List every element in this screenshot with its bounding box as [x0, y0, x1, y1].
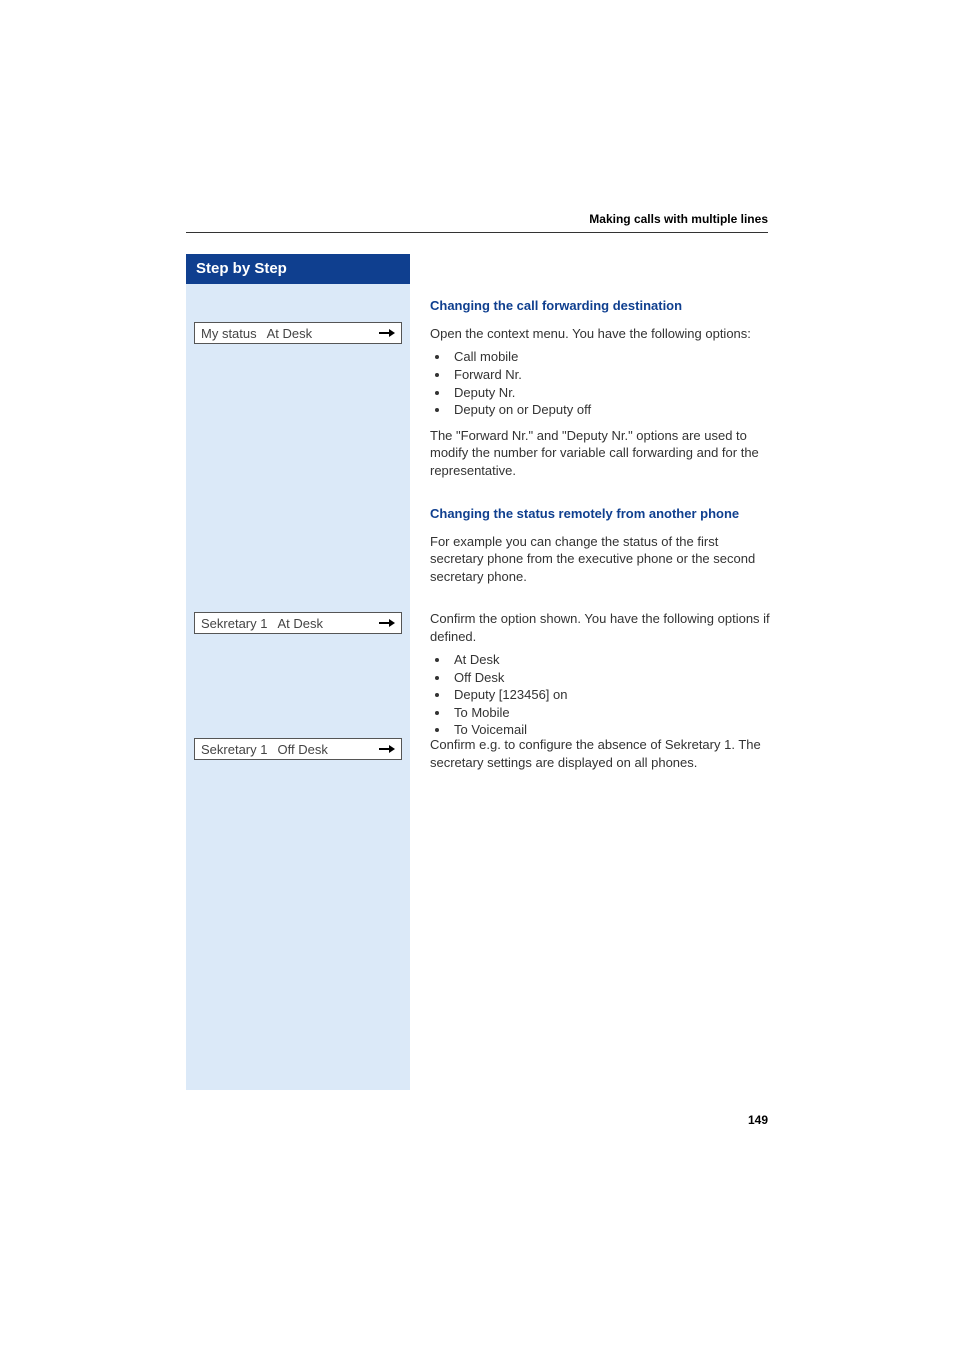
list-item: Off Desk: [450, 669, 770, 687]
phone-display-sekretary1-at-desk: Sekretary 1 At Desk: [194, 612, 402, 634]
list-item: To Mobile: [450, 704, 770, 722]
section-changing-status-remotely: Changing the status remotely from anothe…: [430, 506, 770, 592]
header-rule: [186, 232, 768, 233]
arrow-right-icon: [379, 616, 395, 630]
list-item: Deputy Nr.: [450, 384, 770, 402]
section-confirm-options: Confirm the option shown. You have the f…: [430, 610, 770, 747]
list-item: Deputy [123456] on: [450, 686, 770, 704]
display-value: At Desk: [257, 326, 379, 341]
arrow-right-icon: [379, 742, 395, 756]
display-value: Off Desk: [267, 742, 379, 757]
display-label: My status: [201, 326, 257, 341]
phone-display-sekretary1-off-desk: Sekretary 1 Off Desk: [194, 738, 402, 760]
list-item: At Desk: [450, 651, 770, 669]
sidebar-title: Step by Step: [186, 254, 410, 284]
section-changing-forwarding: Changing the call forwarding destination…: [430, 298, 770, 485]
phone-display-my-status: My status At Desk: [194, 322, 402, 344]
list-item: Call mobile: [450, 348, 770, 366]
options-list: Call mobile Forward Nr. Deputy Nr. Deput…: [430, 348, 770, 418]
display-label: Sekretary 1: [201, 616, 267, 631]
page-number: 149: [748, 1113, 768, 1127]
display-value: At Desk: [267, 616, 379, 631]
list-item: Forward Nr.: [450, 366, 770, 384]
body-text: Confirm the option shown. You have the f…: [430, 610, 770, 645]
display-label: Sekretary 1: [201, 742, 267, 757]
running-header: Making calls with multiple lines: [589, 212, 768, 226]
body-text: For example you can change the status of…: [430, 533, 770, 586]
arrow-right-icon: [379, 326, 395, 340]
section-heading: Changing the call forwarding destination: [430, 298, 770, 315]
body-text: Open the context menu. You have the foll…: [430, 325, 770, 343]
page: Making calls with multiple lines Step by…: [0, 0, 954, 1351]
section-confirm-absence: Confirm e.g. to configure the absence of…: [430, 736, 770, 777]
body-text: The "Forward Nr." and "Deputy Nr." optio…: [430, 427, 770, 480]
section-heading: Changing the status remotely from anothe…: [430, 506, 770, 523]
step-by-step-sidebar: Step by Step My status At Desk Sekretary…: [186, 254, 410, 1090]
body-text: Confirm e.g. to configure the absence of…: [430, 736, 770, 771]
list-item: Deputy on or Deputy off: [450, 401, 770, 419]
options-list: At Desk Off Desk Deputy [123456] on To M…: [430, 651, 770, 739]
